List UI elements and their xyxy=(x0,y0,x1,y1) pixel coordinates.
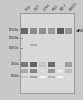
Text: K562: K562 xyxy=(51,4,59,12)
Bar xyxy=(66,30,71,32)
Bar xyxy=(66,76,71,78)
Bar xyxy=(30,44,37,46)
Text: MCF-7: MCF-7 xyxy=(60,3,69,12)
Bar xyxy=(21,62,28,66)
Bar xyxy=(57,62,64,66)
Bar xyxy=(39,69,46,72)
Bar xyxy=(21,76,28,78)
Bar xyxy=(65,28,72,34)
Bar xyxy=(31,63,36,65)
Bar xyxy=(57,76,63,78)
Bar xyxy=(20,12,74,92)
Bar xyxy=(31,76,36,78)
Text: 170kDa: 170kDa xyxy=(9,28,19,32)
Bar xyxy=(40,30,45,32)
Text: 293T: 293T xyxy=(34,4,42,12)
Bar xyxy=(22,70,28,72)
Bar xyxy=(40,76,45,78)
Bar xyxy=(39,62,46,66)
Text: Jurkat: Jurkat xyxy=(43,4,51,12)
Bar xyxy=(48,62,55,66)
Bar xyxy=(48,28,55,34)
Bar xyxy=(21,69,28,72)
Bar xyxy=(30,76,37,78)
Bar xyxy=(22,63,28,65)
Text: 70kDa: 70kDa xyxy=(10,62,19,66)
Text: iARS: iARS xyxy=(76,29,83,33)
Bar xyxy=(49,76,54,78)
Bar xyxy=(49,63,54,65)
Bar xyxy=(57,28,64,34)
Text: 130kDa: 130kDa xyxy=(9,36,19,40)
Bar xyxy=(65,76,72,78)
Bar xyxy=(22,30,28,32)
Bar xyxy=(48,69,55,72)
Text: NIH3T3: NIH3T3 xyxy=(69,2,79,12)
Bar xyxy=(30,62,37,66)
Bar xyxy=(57,63,63,65)
Bar xyxy=(57,70,63,72)
Bar xyxy=(57,76,64,78)
Bar xyxy=(66,70,71,72)
Bar xyxy=(48,76,55,78)
Bar xyxy=(22,76,28,78)
Bar xyxy=(31,70,36,72)
Text: HeLa: HeLa xyxy=(25,4,32,12)
Bar xyxy=(40,63,45,65)
Bar xyxy=(65,69,72,72)
Bar xyxy=(49,70,54,72)
Bar xyxy=(49,30,54,32)
Bar xyxy=(57,69,64,72)
Bar xyxy=(31,30,36,32)
Bar xyxy=(57,30,63,32)
Text: 55kDa: 55kDa xyxy=(11,74,19,78)
Bar xyxy=(40,70,45,72)
Bar xyxy=(65,62,72,66)
Bar xyxy=(39,76,46,78)
Bar xyxy=(39,28,46,34)
Bar xyxy=(66,63,71,65)
Bar xyxy=(21,28,28,34)
Text: 100kDa: 100kDa xyxy=(9,46,19,50)
Bar xyxy=(30,69,37,72)
Bar xyxy=(31,44,36,46)
Bar xyxy=(30,28,37,34)
